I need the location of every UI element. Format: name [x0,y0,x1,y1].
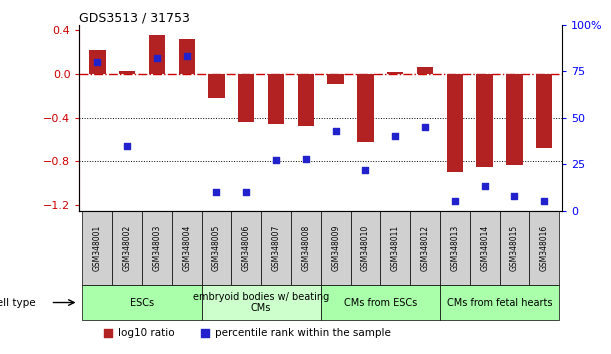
FancyBboxPatch shape [351,211,381,285]
Text: CMs from fetal hearts: CMs from fetal hearts [447,297,552,308]
Text: GSM348008: GSM348008 [301,225,310,271]
FancyBboxPatch shape [529,211,559,285]
Point [390,133,400,139]
Bar [327,74,344,84]
Point [271,158,281,163]
FancyBboxPatch shape [142,211,172,285]
FancyBboxPatch shape [381,211,410,285]
FancyBboxPatch shape [82,211,112,285]
FancyBboxPatch shape [82,285,202,320]
Text: GSM348003: GSM348003 [152,224,161,271]
Point [301,156,311,161]
FancyBboxPatch shape [440,211,470,285]
Point [211,189,221,195]
FancyBboxPatch shape [321,285,440,320]
FancyBboxPatch shape [232,211,261,285]
Bar [477,74,493,167]
Point [182,53,192,59]
Point [241,189,251,195]
Bar [178,39,195,74]
Text: GSM348016: GSM348016 [540,225,549,271]
Text: GSM348002: GSM348002 [123,225,131,271]
Point [331,128,340,133]
FancyBboxPatch shape [470,211,500,285]
Text: embryoid bodies w/ beating
CMs: embryoid bodies w/ beating CMs [193,292,329,313]
Point [360,167,370,173]
FancyBboxPatch shape [440,285,559,320]
Text: cell type: cell type [0,297,36,308]
FancyBboxPatch shape [500,211,529,285]
Point [450,199,459,204]
Point [420,124,430,130]
Bar [208,74,225,98]
Bar [447,74,463,172]
FancyBboxPatch shape [172,211,202,285]
Bar [507,74,522,165]
Bar [268,74,284,124]
Text: ESCs: ESCs [130,297,154,308]
Bar [89,50,106,74]
Bar [536,74,552,148]
Text: GSM348010: GSM348010 [361,225,370,271]
Bar [119,71,135,74]
Text: GSM348001: GSM348001 [93,225,102,271]
Point [92,59,102,65]
Point [510,193,519,199]
FancyBboxPatch shape [202,285,321,320]
Text: GSM348004: GSM348004 [182,224,191,271]
Text: GSM348014: GSM348014 [480,225,489,271]
Point [540,199,549,204]
Point [480,184,489,189]
FancyBboxPatch shape [202,211,232,285]
Point [579,209,589,214]
Bar [417,67,433,74]
Bar [148,35,165,74]
Text: CMs from ESCs: CMs from ESCs [344,297,417,308]
Text: GDS3513 / 31753: GDS3513 / 31753 [79,12,190,25]
FancyBboxPatch shape [112,211,142,285]
FancyBboxPatch shape [291,211,321,285]
Text: GSM348012: GSM348012 [420,225,430,271]
Text: GSM348013: GSM348013 [450,225,459,271]
Text: GSM348006: GSM348006 [242,224,251,271]
Bar [357,74,374,142]
Point [152,55,162,61]
Text: log10 ratio: log10 ratio [118,329,175,338]
Text: GSM348007: GSM348007 [271,224,280,271]
Text: percentile rank within the sample: percentile rank within the sample [214,329,390,338]
Text: GSM348015: GSM348015 [510,225,519,271]
Bar [387,72,403,74]
Point [122,143,132,148]
FancyBboxPatch shape [410,211,440,285]
Text: GSM348011: GSM348011 [391,225,400,271]
Text: GSM348009: GSM348009 [331,224,340,271]
Bar [238,74,254,122]
FancyBboxPatch shape [261,211,291,285]
Text: GSM348005: GSM348005 [212,224,221,271]
Bar [298,74,314,126]
FancyBboxPatch shape [321,211,351,285]
